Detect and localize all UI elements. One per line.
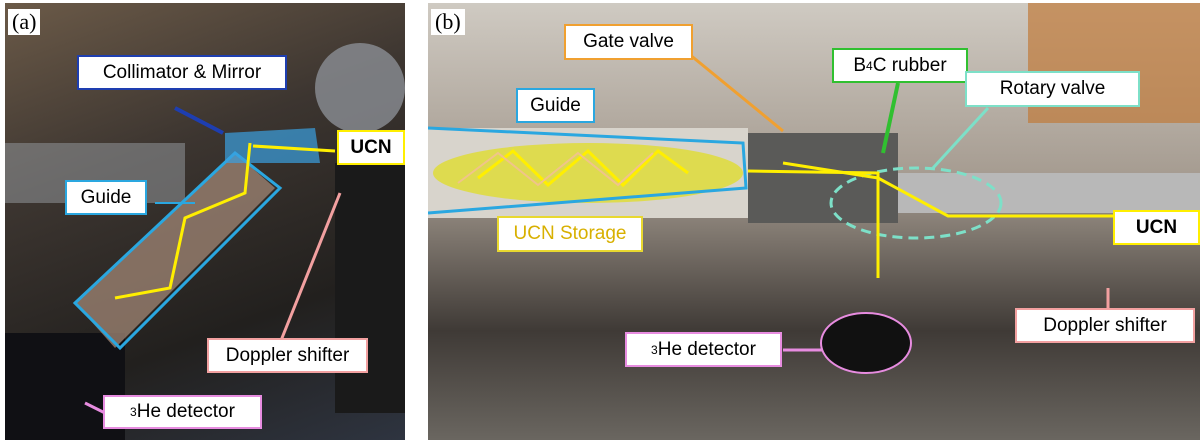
label-text: B xyxy=(853,55,866,77)
label: UCN xyxy=(1113,210,1200,245)
label: Guide xyxy=(516,88,595,123)
label-sup: 3 xyxy=(130,405,137,419)
label-text: He detector xyxy=(658,339,756,361)
label-sup: 3 xyxy=(651,343,658,357)
label-text: C rubber xyxy=(873,55,947,77)
label-sub: 4 xyxy=(866,59,873,73)
label: Collimator & Mirror xyxy=(77,55,287,90)
photo-a: (a) Collimator & Mirror UCN Guide Dopple… xyxy=(5,3,405,440)
label: Guide xyxy=(65,180,147,215)
label: Doppler shifter xyxy=(1015,308,1195,343)
label-text: He detector xyxy=(137,401,235,423)
label: Gate valve xyxy=(564,24,693,60)
figure: (a) Collimator & Mirror UCN Guide Dopple… xyxy=(0,0,1204,443)
panel-tag: (a) xyxy=(8,9,40,35)
label: UCN Storage xyxy=(497,216,643,252)
label: Rotary valve xyxy=(965,71,1140,107)
label: Doppler shifter xyxy=(207,338,368,373)
panel-tag: (b) xyxy=(431,9,465,35)
label: UCN xyxy=(337,130,405,165)
